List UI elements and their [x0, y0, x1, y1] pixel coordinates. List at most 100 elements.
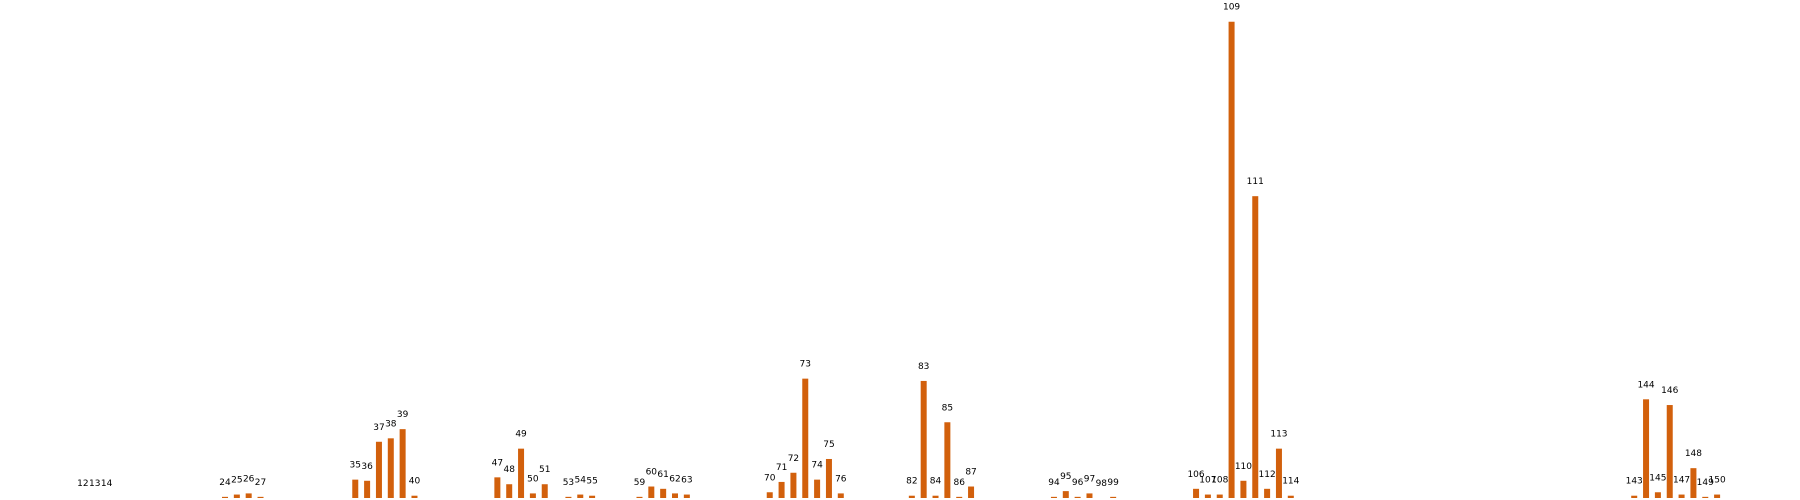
- bar: [577, 494, 584, 498]
- bar: [565, 496, 572, 498]
- bar-label: 37: [373, 423, 384, 433]
- bar-label: 145: [1649, 473, 1666, 483]
- bar: [1074, 496, 1081, 498]
- bar-label: 36: [361, 462, 373, 472]
- bar-label: 60: [646, 468, 658, 478]
- bar: [1714, 494, 1721, 498]
- bar: [529, 493, 536, 498]
- bar: [802, 378, 809, 498]
- bar-label: 39: [397, 410, 409, 420]
- bar-label: 63: [681, 476, 692, 486]
- bar-label: 55: [586, 477, 597, 487]
- bar-label: 76: [835, 474, 847, 484]
- bar-label: 106: [1187, 470, 1204, 480]
- bar: [352, 479, 359, 498]
- bar: [1654, 492, 1661, 498]
- bar-label: 27: [255, 478, 266, 488]
- bar-label: 13: [89, 479, 100, 489]
- bar: [1216, 494, 1223, 498]
- bar-label: 25: [231, 476, 242, 486]
- bar: [506, 484, 513, 498]
- bar-label: 144: [1637, 380, 1654, 390]
- bar-label: 62: [669, 474, 680, 484]
- bar-label: 53: [563, 478, 574, 488]
- bar-label: 51: [539, 465, 550, 475]
- bar: [387, 438, 394, 498]
- bar-label: 48: [503, 465, 515, 475]
- bar: [968, 486, 975, 498]
- bar: [257, 496, 264, 498]
- bar-label: 50: [527, 474, 539, 484]
- bar: [245, 493, 252, 498]
- bar-label: 61: [657, 470, 668, 480]
- bar-label: 113: [1270, 430, 1287, 440]
- bar-label: 12: [77, 479, 88, 489]
- bar-label: 114: [1282, 477, 1299, 487]
- bar: [1690, 468, 1697, 498]
- bar-label: 108: [1211, 476, 1228, 486]
- bar-label: 49: [515, 430, 527, 440]
- bar-label: 71: [776, 463, 787, 473]
- bar: [814, 479, 821, 498]
- bar-label: 47: [492, 458, 503, 468]
- bar: [1264, 488, 1271, 498]
- bar: [908, 495, 915, 498]
- bar: [660, 488, 667, 498]
- bar: [494, 477, 501, 498]
- bar: [1275, 448, 1282, 498]
- bar: [1666, 405, 1673, 498]
- bar-label: 14: [101, 479, 113, 489]
- bar-label: 38: [385, 419, 397, 429]
- bar: [1631, 495, 1638, 498]
- bar-label: 97: [1084, 474, 1095, 484]
- bar-label: 85: [942, 403, 953, 413]
- bar: [399, 429, 406, 498]
- bar-label: 54: [575, 476, 587, 486]
- bar: [1193, 488, 1200, 498]
- bar: [1062, 491, 1069, 498]
- bar-label: 98: [1096, 479, 1108, 489]
- bar: [1252, 196, 1259, 498]
- bar: [364, 480, 371, 498]
- bar-label: 150: [1709, 476, 1726, 486]
- bar: [837, 493, 844, 498]
- bar: [518, 448, 525, 498]
- bar: [944, 422, 951, 498]
- bar: [672, 493, 678, 498]
- bar-label: 96: [1072, 478, 1084, 488]
- bar-label: 87: [965, 468, 976, 478]
- bar-label: 24: [219, 478, 231, 488]
- bar: [932, 495, 939, 498]
- bar: [411, 495, 418, 498]
- bar: [766, 492, 773, 498]
- bar: [1086, 493, 1093, 498]
- bar-label: 148: [1685, 449, 1702, 459]
- bar-label: 82: [906, 477, 917, 487]
- bar-label: 109: [1223, 3, 1240, 13]
- bar-label: 73: [800, 360, 811, 370]
- bar-label: 86: [953, 478, 965, 488]
- bar-label: 110: [1235, 462, 1252, 472]
- bar-label: 74: [811, 461, 823, 471]
- bar: [375, 441, 382, 498]
- bar: [648, 486, 655, 498]
- bar-label: 99: [1107, 478, 1119, 488]
- bar: [1643, 399, 1650, 498]
- bar-label: 40: [409, 477, 421, 487]
- bar: [1228, 21, 1235, 498]
- bar-label: 35: [350, 461, 361, 471]
- bar-label: 95: [1060, 472, 1071, 482]
- bar: [825, 458, 832, 498]
- bar: [790, 472, 797, 498]
- bar: [920, 380, 927, 498]
- bar-label: 94: [1048, 478, 1060, 488]
- bar: [636, 496, 643, 498]
- bar-label: 59: [634, 478, 646, 488]
- bar-label: 149: [1697, 478, 1714, 488]
- bar: [683, 494, 690, 498]
- bar: [778, 481, 785, 498]
- bar: [1204, 494, 1211, 498]
- bar-label: 107: [1199, 476, 1216, 486]
